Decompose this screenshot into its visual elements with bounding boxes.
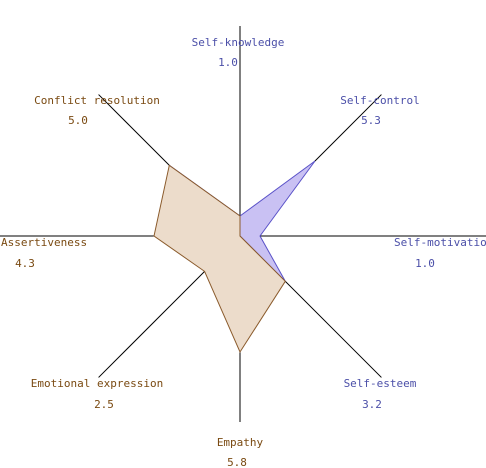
axis-label-conflict-resolution: Conflict resolution (34, 94, 160, 107)
series-polygon-2 (153, 164, 286, 354)
axis-value-assertiveness: 4.3 (15, 257, 35, 270)
axis-label-empathy: Empathy (217, 436, 264, 449)
axis-value-empathy: 5.8 (227, 456, 247, 468)
series-polygons (153, 160, 316, 354)
axis-value-emotional-expression: 2.5 (94, 398, 114, 411)
axis-label-emotional-expression: Emotional expression (31, 377, 163, 390)
axis-value-self-motivation: 1.0 (415, 257, 435, 270)
axis-label-self-esteem: Self-esteem (344, 377, 417, 390)
axis-value-conflict-resolution: 5.0 (68, 114, 88, 127)
axis-value-self-control: 5.3 (361, 114, 381, 127)
axis-value-self-esteem: 3.2 (362, 398, 382, 411)
axis-label-assertiveness: Assertiveness (1, 236, 87, 249)
axis-label-self-motivation: Self-motivation (394, 236, 486, 249)
axis-label-self-knowledge: Self-knowledge (192, 36, 285, 49)
axis-labels: Self-knowledge 1.0 Self-control 5.3 Self-mot… (1, 36, 486, 468)
axis-value-self-knowledge: 1.0 (218, 56, 238, 69)
axis-label-self-control: Self-control (340, 94, 419, 107)
